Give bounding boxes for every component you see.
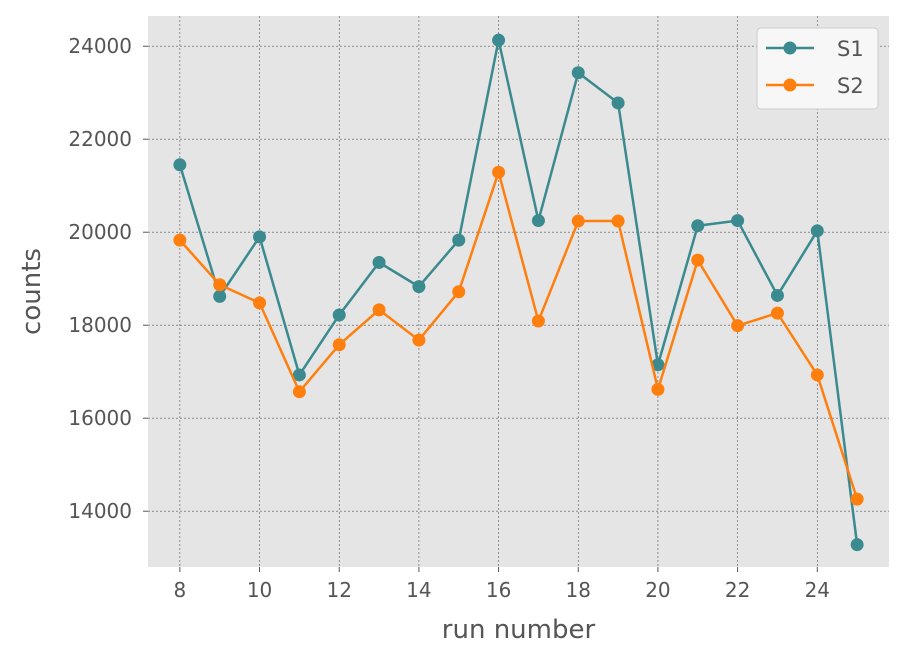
x-tick-label: 20 xyxy=(645,578,670,602)
series-s1-point xyxy=(253,230,267,244)
legend-marker-s2 xyxy=(783,78,797,92)
series-s1-point xyxy=(571,66,585,80)
series-s2-point xyxy=(292,385,306,399)
series-s2-point xyxy=(412,333,426,347)
y-tick-label: 20000 xyxy=(68,220,132,244)
series-s2-point xyxy=(571,214,585,228)
series-s1-point xyxy=(770,288,784,302)
series-s2-point xyxy=(173,233,187,247)
y-tick-label: 14000 xyxy=(68,499,132,523)
series-s1 xyxy=(173,33,864,552)
y-tick-label: 16000 xyxy=(68,406,132,430)
series-s2 xyxy=(173,165,864,506)
y-tick-label: 24000 xyxy=(68,34,132,58)
series-s1-point xyxy=(731,214,745,228)
series-s2-point xyxy=(253,296,267,310)
x-tick-label: 16 xyxy=(486,578,511,602)
x-tick-label: 10 xyxy=(247,578,272,602)
y-tick-label: 22000 xyxy=(68,127,132,151)
series-s2-point xyxy=(213,278,227,292)
x-tick-label: 8 xyxy=(174,578,187,602)
series-s1-point xyxy=(810,224,824,238)
series-s1-point xyxy=(691,219,705,233)
series-s2-point xyxy=(452,285,466,299)
series-s2-line xyxy=(178,170,859,500)
series-s2-point xyxy=(810,368,824,382)
series-s1-point xyxy=(492,33,506,47)
series-s2-point xyxy=(691,253,705,267)
legend-label-s2: S2 xyxy=(837,74,864,98)
series-s1-point xyxy=(173,158,187,172)
series-s2-point xyxy=(770,306,784,320)
series-s2-point xyxy=(372,303,386,317)
series-s1-point xyxy=(531,214,545,228)
series-s2-point xyxy=(651,382,665,396)
series-s2-point xyxy=(332,338,346,352)
series-s2-point xyxy=(850,492,864,506)
x-tick-label: 14 xyxy=(406,578,431,602)
series-s2-point xyxy=(492,165,506,179)
axis-ticks: 8 10 12 14 16 18 20 22 24 14000 16000 18000 20000 220… xyxy=(68,34,830,602)
x-tick-label: 22 xyxy=(725,578,750,602)
series-s1-line xyxy=(178,38,859,545)
series-s1-point xyxy=(850,538,864,552)
x-tick-label: 24 xyxy=(805,578,830,602)
series-s1-point xyxy=(412,280,426,294)
series-group xyxy=(173,33,864,552)
legend: S1 S2 xyxy=(756,27,879,110)
x-tick-label: 12 xyxy=(326,578,351,602)
legend-marker-s1 xyxy=(783,41,797,55)
legend-label-s1: S1 xyxy=(837,37,864,61)
series-s1-point xyxy=(651,358,665,372)
series-s1-point xyxy=(611,96,625,110)
y-axis-label: counts xyxy=(17,248,47,335)
y-tick-label: 18000 xyxy=(68,313,132,337)
series-s2-point xyxy=(611,214,625,228)
series-s1-point xyxy=(292,368,306,382)
series-s2-point xyxy=(731,319,745,333)
series-s1-point xyxy=(452,233,466,247)
series-s2-point xyxy=(531,314,545,328)
x-tick-label: 18 xyxy=(566,578,591,602)
x-axis-label: run number xyxy=(442,615,596,645)
series-s1-point xyxy=(332,308,346,322)
series-s1-point xyxy=(372,255,386,269)
series-s1-point xyxy=(213,289,227,303)
